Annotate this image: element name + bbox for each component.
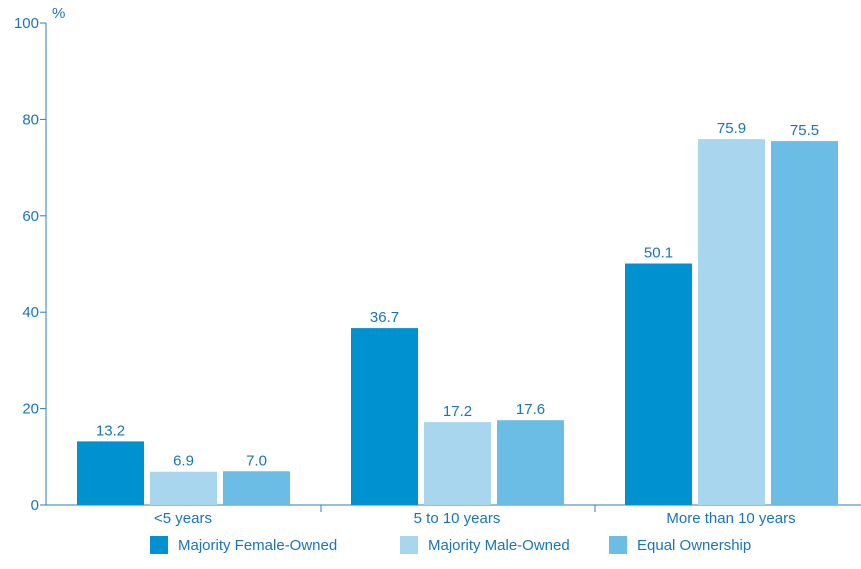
bar-data-label: 75.9	[717, 120, 746, 137]
legend-label: Equal Ownership	[637, 537, 751, 554]
bar-data-label: 6.9	[173, 453, 194, 470]
legend-label: Majority Female-Owned	[178, 537, 337, 554]
bar-data-label: 17.2	[443, 403, 472, 420]
x-category-label: <5 years	[154, 510, 212, 527]
bar	[150, 471, 217, 505]
bar	[351, 328, 418, 505]
bar-data-label: 13.2	[96, 422, 125, 439]
bar	[698, 139, 765, 506]
bar-data-label: 17.6	[516, 401, 545, 418]
y-tick-label: 60	[22, 208, 39, 225]
legend: Majority Female-Owned Majority Male-Owned…	[150, 536, 751, 554]
legend-swatch	[400, 536, 418, 554]
bar-data-label: 36.7	[370, 309, 399, 326]
y-tick-label: 0	[31, 497, 39, 514]
bar	[77, 441, 144, 505]
bar	[771, 141, 838, 505]
legend-swatch	[609, 536, 627, 554]
y-tick-label: 80	[22, 111, 39, 128]
y-tick-label: 100	[14, 15, 39, 32]
legend-label: Majority Male-Owned	[428, 537, 570, 554]
bars: 13.2 6.9 7.0 36.7 17.2 17.6 50.1 75.9 75.5	[77, 120, 838, 506]
y-axis-unit-label: %	[52, 5, 65, 22]
bar	[223, 471, 290, 505]
axes: 0 20 40 60 80 100 <5 years 5 to 10 years More th…	[14, 15, 861, 527]
bar	[625, 263, 692, 505]
bar-data-label: 50.1	[644, 245, 673, 262]
bar	[497, 420, 564, 505]
bar-data-label: 7.0	[246, 452, 267, 469]
y-tick-label: 20	[22, 401, 39, 418]
legend-swatch	[150, 536, 168, 554]
bar-data-label: 75.5	[790, 122, 819, 139]
x-category-label: 5 to 10 years	[414, 510, 501, 527]
bar	[424, 422, 491, 505]
x-category-label: More than 10 years	[666, 510, 795, 527]
y-tick-label: 40	[22, 304, 39, 321]
